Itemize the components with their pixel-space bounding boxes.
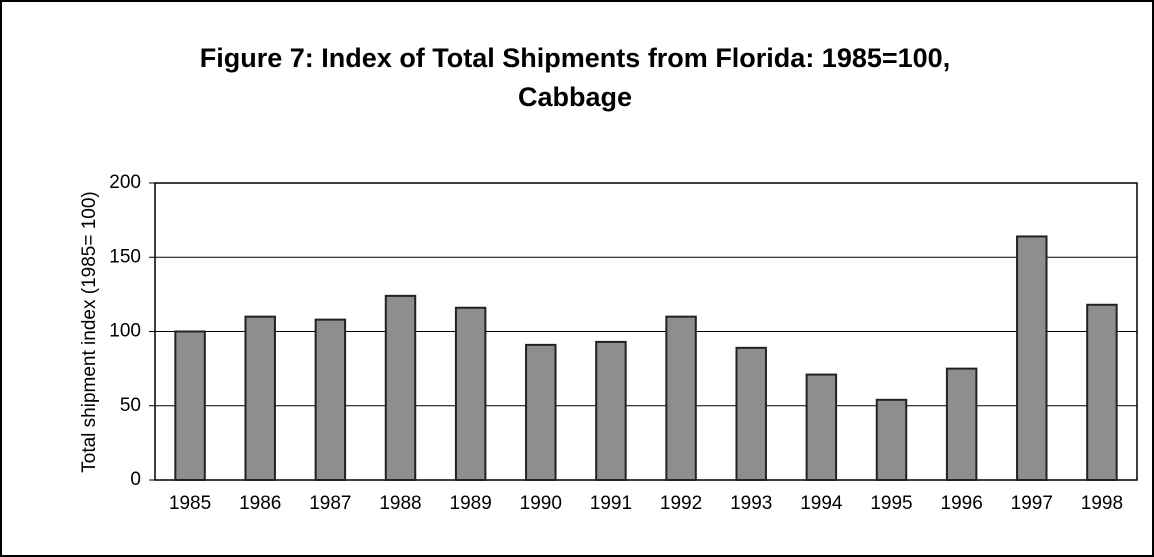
chart-title: Figure 7: Index of Total Shipments from … — [200, 43, 950, 73]
chart-title: Cabbage — [518, 82, 632, 112]
bar — [805, 373, 838, 481]
plot-area — [154, 182, 1138, 481]
x-tick-label: 1992 — [660, 493, 702, 514]
x-tick-label: 1988 — [379, 493, 421, 514]
bar — [735, 346, 767, 481]
bar — [454, 306, 487, 481]
y-tick-label: 200 — [109, 172, 141, 193]
bar — [314, 318, 347, 481]
bar — [875, 398, 908, 481]
y-tick-label: 0 — [130, 469, 141, 490]
x-tick-label: 1987 — [309, 493, 351, 514]
bar — [244, 315, 276, 481]
x-tick-label: 1986 — [239, 493, 281, 514]
x-tick-label: 1985 — [169, 493, 211, 514]
bar — [1016, 235, 1048, 481]
bar — [384, 294, 417, 481]
x-tick-label: 1998 — [1081, 493, 1123, 514]
x-tick-label: 1990 — [520, 493, 562, 514]
bar — [174, 330, 206, 481]
x-tick-label: 1995 — [870, 493, 912, 514]
x-tick-label: 1991 — [590, 493, 632, 514]
x-tick-label: 1994 — [800, 493, 843, 514]
x-tick-label: 1993 — [730, 493, 772, 514]
bar — [945, 367, 978, 481]
x-tick-label: 1997 — [1011, 493, 1053, 514]
bar — [1086, 303, 1118, 481]
bar — [595, 340, 627, 481]
y-tick-label: 150 — [109, 246, 141, 267]
y-axis-label: Total shipment index (1985= 100) — [79, 191, 100, 472]
x-tick-label: 1996 — [941, 493, 983, 514]
bar — [665, 315, 697, 481]
y-tick-label: 100 — [109, 321, 141, 342]
y-tick-label: 50 — [120, 395, 141, 416]
bar — [525, 343, 557, 481]
x-tick-label: 1989 — [450, 493, 492, 514]
